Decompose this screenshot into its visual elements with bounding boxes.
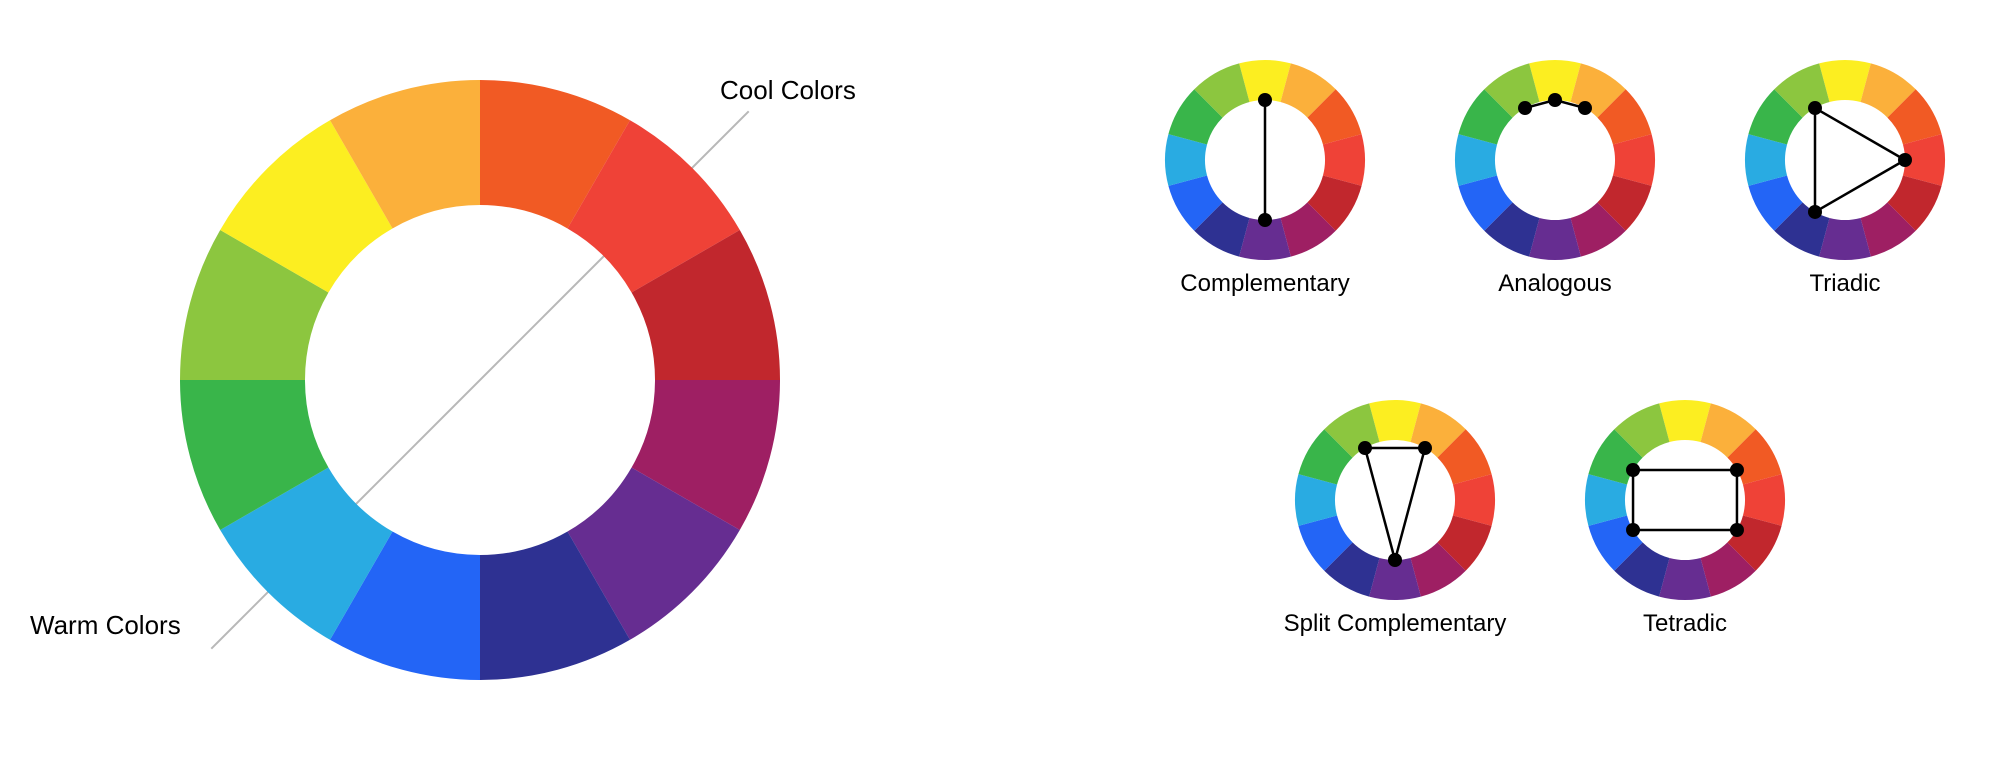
scheme-label: Split Complementary: [1284, 610, 1507, 638]
label-warm-colors: Warm Colors: [30, 610, 181, 641]
scheme-analogous: Analogous: [1440, 60, 1670, 298]
main-color-wheel: [180, 80, 780, 680]
scheme-node: [1808, 205, 1822, 219]
scheme-node: [1358, 441, 1372, 455]
scheme-node: [1548, 93, 1562, 107]
scheme-label: Complementary: [1180, 270, 1349, 298]
scheme-node: [1730, 463, 1744, 477]
schemes-panel: Complementary Analogous Triadic Split Comp…: [950, 0, 1999, 779]
scheme-node: [1578, 101, 1592, 115]
scheme-node: [1730, 523, 1744, 537]
scheme-node: [1626, 523, 1640, 537]
scheme-node: [1808, 101, 1822, 115]
scheme-node: [1418, 441, 1432, 455]
scheme-label: Triadic: [1809, 270, 1880, 298]
scheme-label: Analogous: [1498, 270, 1611, 298]
scheme-node: [1388, 553, 1402, 567]
scheme-triadic: Triadic: [1730, 60, 1960, 298]
scheme-node: [1258, 213, 1272, 227]
schemes-row-1: Complementary Analogous Triadic: [1150, 60, 1970, 298]
scheme-node: [1518, 101, 1532, 115]
scheme-node: [1898, 153, 1912, 167]
scheme-node: [1626, 463, 1640, 477]
page: Cool Colors Warm Colors Complementary Ana…: [0, 0, 1999, 779]
scheme-node: [1258, 93, 1272, 107]
schemes-row-2: Split Complementary Tetradic: [1280, 400, 1840, 638]
scheme-tetradic: Tetradic: [1570, 400, 1800, 638]
main-color-wheel-panel: Cool Colors Warm Colors: [0, 0, 950, 779]
scheme-edge: [1365, 448, 1395, 560]
scheme-edge: [1395, 448, 1425, 560]
scheme-label: Tetradic: [1643, 610, 1727, 638]
label-cool-colors: Cool Colors: [720, 75, 856, 106]
scheme-complementary: Complementary: [1150, 60, 1380, 298]
scheme-split-complementary: Split Complementary: [1280, 400, 1510, 638]
